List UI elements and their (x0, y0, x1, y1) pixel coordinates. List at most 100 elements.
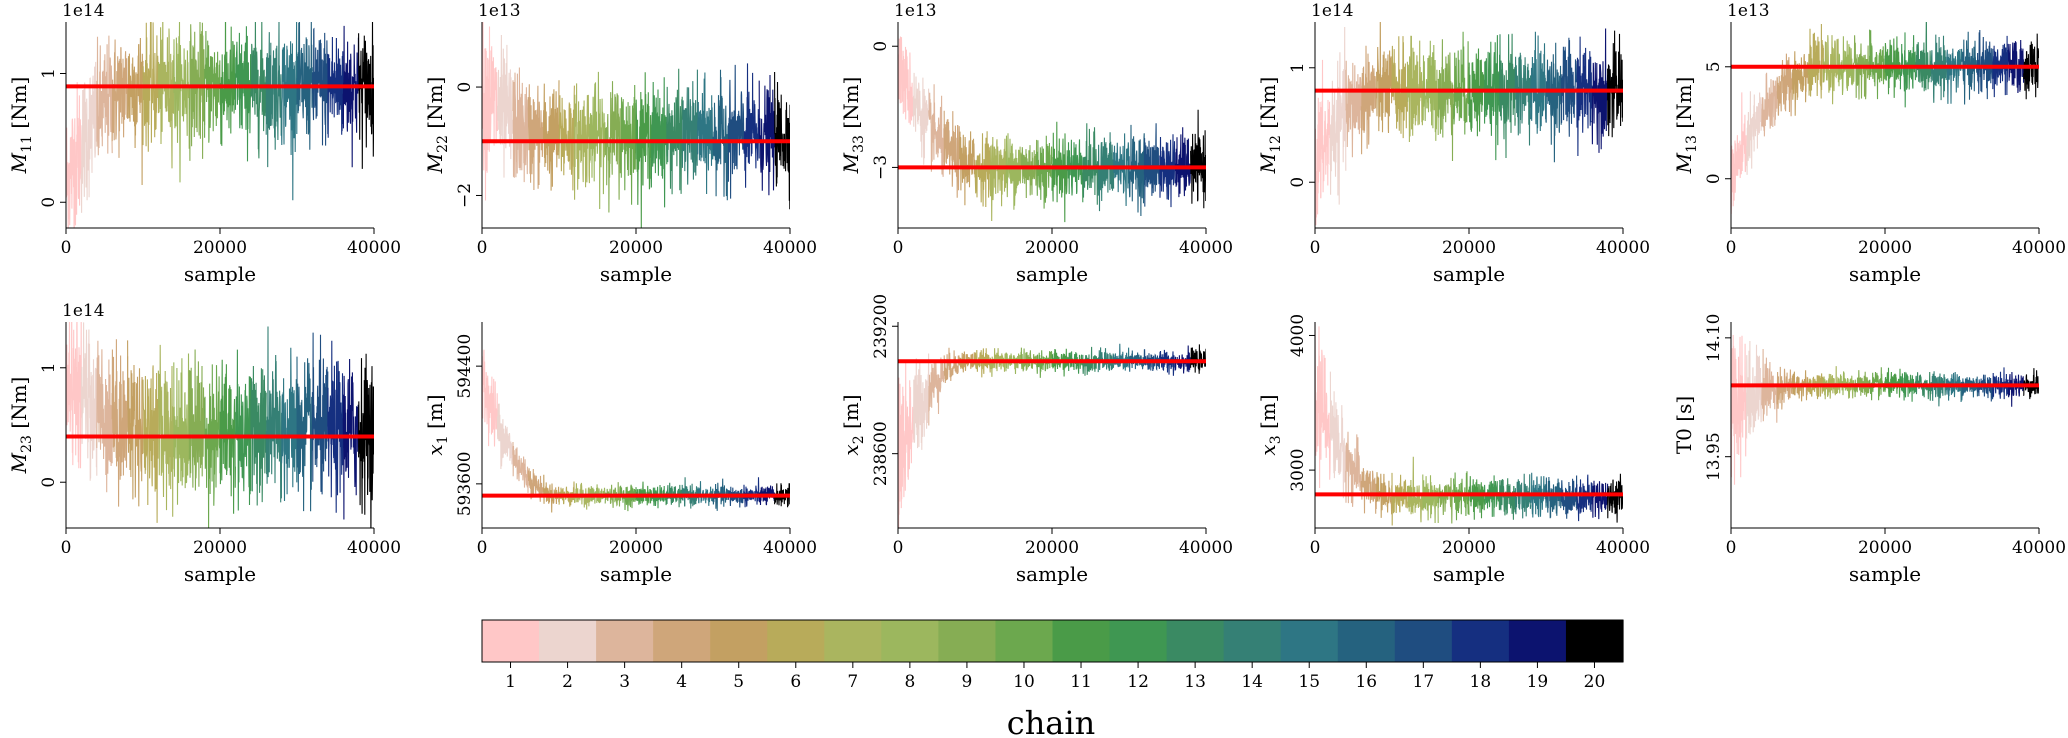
chain-10-trace (204, 364, 221, 528)
x-tick: 0 (1310, 228, 1320, 258)
chain-14-trace (681, 69, 699, 185)
x-tick-label: 40000 (763, 538, 817, 558)
y-axis-label: M23 [Nm] (7, 377, 35, 475)
chain-9-trace (604, 81, 622, 213)
x-axis-label: sample (1433, 562, 1505, 586)
chain-8-trace (1005, 133, 1022, 210)
colorbar-tick-label: 4 (676, 672, 687, 692)
colorbar-tick-label: 5 (733, 672, 744, 692)
chain-8-trace (589, 71, 606, 210)
x-tick: 20000 (609, 528, 663, 558)
chain-20-trace (358, 22, 374, 169)
colorbar-tick-label: 15 (1298, 672, 1320, 692)
x-tick: 40000 (1179, 228, 1233, 258)
x-axis-label: sample (184, 262, 256, 286)
chain-2-trace (1745, 340, 1763, 440)
chain-9-trace (188, 349, 206, 491)
x-tick-label: 20000 (193, 538, 247, 558)
trace-group (482, 349, 790, 513)
colorbar-swatch-7 (824, 620, 882, 662)
chain-4-trace (1360, 468, 1378, 514)
y-tick-label: 239200 (871, 294, 891, 359)
y-tick: 4000 (1288, 314, 1315, 357)
chain-16-trace (1545, 42, 1562, 163)
colorbar-swatch-14 (1223, 620, 1282, 662)
colorbar-swatch-9 (938, 620, 997, 662)
chain-19-trace (1591, 28, 1609, 153)
y-tick-label: 1 (39, 68, 59, 79)
colorbar-tick-label: 14 (1241, 672, 1263, 692)
chain-15-trace (281, 347, 298, 502)
colorbar-swatch-13 (1166, 620, 1225, 662)
colorbar-tick-label: 20 (1584, 672, 1606, 692)
panel-x1: 0 20000 40000 593600 594400 sample x1 [m] (423, 322, 817, 586)
chain-15-trace (1113, 133, 1130, 207)
trace-group (898, 36, 1206, 223)
x-tick: 20000 (1442, 228, 1496, 258)
y-tick-label: 0 (455, 82, 475, 93)
chain-16-trace (712, 69, 729, 201)
chain-18-trace (327, 36, 344, 138)
axis-offset-text: 1e14 (1311, 1, 1354, 21)
y-tick-label: 0 (39, 477, 59, 488)
colorbar-swatch-10 (995, 620, 1054, 662)
y-tick: 593600 (455, 451, 482, 516)
chain-14-trace (1930, 371, 1948, 407)
chain-1-trace (1315, 322, 1331, 489)
chain-2-trace (1745, 91, 1763, 175)
y-tick-label: 238600 (871, 421, 891, 486)
x-tick-label: 20000 (1858, 238, 1912, 258)
x-tick-label: 40000 (1596, 538, 1650, 558)
chain-4-trace (1776, 53, 1794, 117)
x-tick: 0 (1726, 228, 1737, 258)
colorbar-swatch-6 (767, 620, 825, 662)
chain-4-trace (527, 84, 545, 191)
x-tick: 20000 (193, 528, 247, 558)
chain-3-trace (1761, 72, 1778, 137)
chain-5-trace (1376, 472, 1393, 518)
panel-m12: 0 20000 40000 0 1 sample M12 [Nm] 1e14 (1256, 1, 1650, 286)
colorbar-tick-label: 16 (1355, 672, 1377, 692)
colorbar-swatch-19 (1508, 620, 1567, 662)
chain-10-trace (1453, 31, 1470, 135)
chain-9-trace (1020, 139, 1038, 199)
chain-9-trace (1437, 39, 1455, 162)
trace-group (1315, 22, 1623, 226)
chain-12-trace (1066, 139, 1084, 203)
chain-3-trace (1345, 431, 1362, 507)
chain-3-trace (96, 340, 113, 493)
x-tick-label: 20000 (609, 238, 663, 258)
chain-20-trace (1607, 30, 1623, 138)
y-tick-label: 0 (1704, 173, 1724, 184)
axis-offset-text: 1e13 (894, 1, 937, 21)
chain-18-trace (743, 63, 760, 188)
y-axis-label: M13 [Nm] (1672, 77, 1700, 175)
chain-14-trace (681, 477, 699, 509)
y-axis-label: x2 [m] (839, 394, 867, 455)
chain-19-trace (758, 74, 776, 196)
chain-9-trace (188, 22, 206, 161)
chain-15-trace (1946, 371, 1963, 403)
chain-5-trace (543, 474, 560, 513)
chain-3-trace (928, 357, 945, 426)
colorbar-tick-label: 9 (962, 672, 973, 692)
colorbar-swatch-20 (1565, 620, 1624, 662)
chain-14-trace (265, 326, 283, 503)
x-tick-label: 40000 (2012, 238, 2066, 258)
x-tick-label: 20000 (1442, 538, 1496, 558)
chain-14-trace (1930, 34, 1948, 103)
chain-1-trace (1731, 92, 1747, 214)
chain-2-trace (1329, 371, 1347, 499)
chain-15-trace (697, 481, 714, 506)
x-tick-label: 0 (1726, 238, 1737, 258)
y-tick: 0 (871, 41, 898, 52)
chain-6-trace (974, 131, 991, 208)
x-tick-label: 20000 (1025, 238, 1079, 258)
chain-5-trace (543, 80, 560, 191)
chain-18-trace (327, 340, 344, 513)
colorbar-tick-label: 18 (1470, 672, 1492, 692)
y-tick-label: 593600 (455, 451, 475, 516)
chain-10-trace (620, 484, 637, 512)
colorbar-tick-label: 1 (505, 672, 516, 692)
